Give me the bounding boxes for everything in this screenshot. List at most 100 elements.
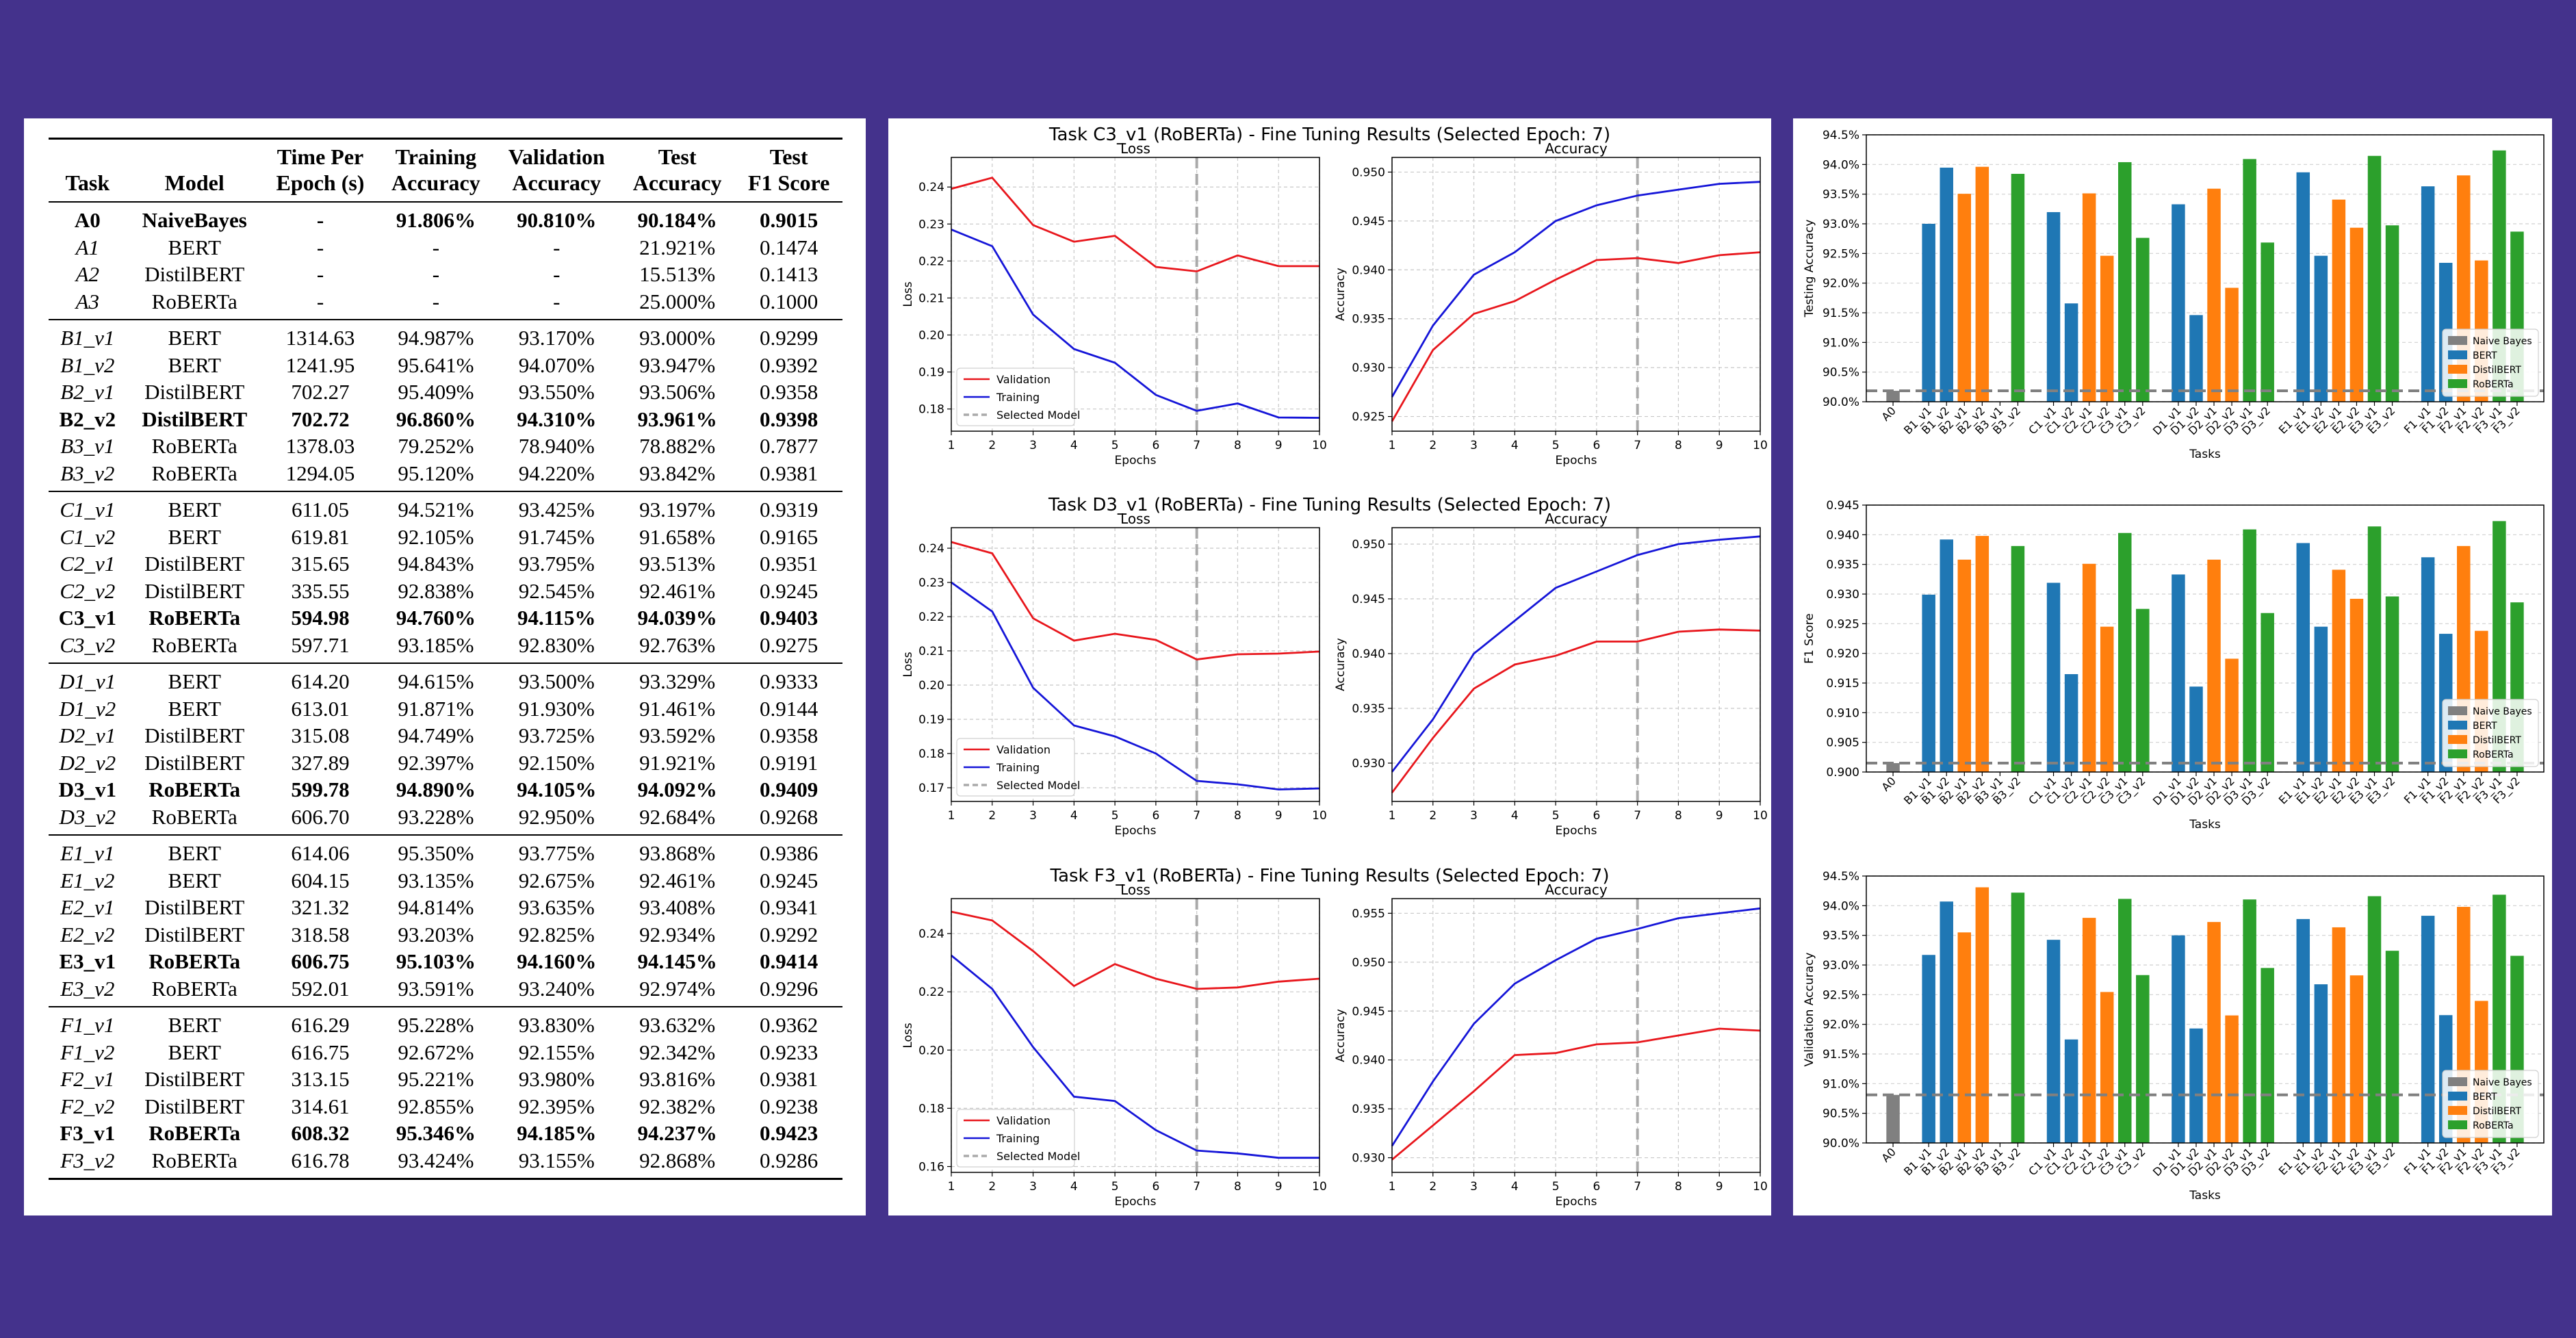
cell-f1: 0.9341 xyxy=(760,895,819,919)
cell-test: 93.632% xyxy=(639,1013,716,1037)
cell-model: NaiveBayes xyxy=(142,208,247,232)
x-tick-label: 7 xyxy=(1193,809,1200,823)
table-row: F1_v1 BERT 616.29 95.228% 93.830% 93.632% 0.93… xyxy=(49,1007,842,1039)
cell-val: 91.745% xyxy=(518,524,595,549)
bar-C2_v1 xyxy=(2082,918,2096,1143)
bar-C3_v1 xyxy=(2118,162,2132,402)
bar-C1_v1 xyxy=(2046,211,2061,402)
x-axis-label: Epochs xyxy=(1556,824,1597,838)
x-axis-label: Tasks xyxy=(2189,448,2221,461)
cell-model: RoBERTa xyxy=(151,804,237,829)
x-tick-label: 1 xyxy=(1389,809,1396,823)
series-line-training xyxy=(951,954,1319,1159)
cell-val: 94.185% xyxy=(517,1121,597,1145)
cell-train: 92.397% xyxy=(398,750,474,775)
y-axis-label: Accuracy xyxy=(1334,1009,1348,1062)
cell-train: 94.814% xyxy=(398,895,474,919)
y-axis-label: Loss xyxy=(901,652,915,677)
bar-chart: 90.0% 90.5% 91.0% 91.5% 92.0% 92.5% 93.0% 93.5%… xyxy=(1803,870,2545,1202)
legend-label: Selected Model xyxy=(996,779,1080,792)
bar-F1_v1 xyxy=(2421,916,2435,1143)
cell-time: 321.32 xyxy=(291,895,350,919)
cell-test: 91.461% xyxy=(639,696,716,721)
cell-time: 314.61 xyxy=(291,1094,350,1118)
y-tick-label: 0.23 xyxy=(918,576,944,590)
header-task: Task xyxy=(65,170,110,195)
cell-f1: 0.9144 xyxy=(760,696,819,721)
cell-task: B2_v2 xyxy=(59,407,116,431)
cell-train: 93.591% xyxy=(398,976,474,1001)
bar-D3_v2 xyxy=(2261,968,2274,1143)
cell-val: - xyxy=(553,289,561,313)
cell-train: 92.838% xyxy=(398,578,474,603)
bar-A0 xyxy=(1886,763,1900,772)
y-axis-label: Testing Accuracy xyxy=(1803,220,1816,318)
bar-B3_v2 xyxy=(2011,545,2025,772)
cell-test: 91.921% xyxy=(639,750,716,775)
cell-time: 1314.63 xyxy=(285,326,355,350)
cell-val: 94.160% xyxy=(517,949,597,973)
cell-model: BERT xyxy=(168,841,221,865)
cell-task: F3_v1 xyxy=(60,1121,116,1145)
bar-C3_v1 xyxy=(2118,532,2132,772)
bar-E2_v1 xyxy=(2332,569,2346,772)
bar-E3_v1 xyxy=(2367,896,2382,1143)
x-tick-label: 3 xyxy=(1470,1180,1478,1194)
cell-train: 94.843% xyxy=(398,552,474,576)
bar-C3_v2 xyxy=(2136,237,2150,402)
cell-time: - xyxy=(316,262,324,286)
cell-test: 92.763% xyxy=(639,632,716,657)
cell-time: 599.78 xyxy=(291,777,350,801)
cell-task: E3_v2 xyxy=(60,976,115,1001)
cell-test: 92.461% xyxy=(639,868,716,892)
cell-model: BERT xyxy=(168,498,221,522)
cell-task: E3_v1 xyxy=(59,949,116,973)
x-tick-label: 3 xyxy=(1470,439,1478,452)
legend-label: Training xyxy=(996,391,1040,404)
header-test-f1: Test F1 Score xyxy=(747,144,830,195)
cell-test: 94.145% xyxy=(637,949,717,973)
y-tick-label: 0.935 xyxy=(1352,313,1385,326)
plot-frame xyxy=(951,157,1320,432)
cell-time: 1241.95 xyxy=(285,352,355,377)
x-tick-label: 10 xyxy=(1753,439,1768,452)
bar-C2_v1 xyxy=(2082,193,2096,402)
cell-val: 94.310% xyxy=(517,407,597,431)
bar-D1_v2 xyxy=(2189,1028,2203,1143)
cell-task: A1 xyxy=(75,235,100,259)
cell-task: C1_v1 xyxy=(60,498,116,522)
bar-D1_v2 xyxy=(2189,686,2203,772)
y-tick-label: 0.940 xyxy=(1826,528,1859,542)
table-row: A0 NaiveBayes - 91.806% 90.810% 90.184% 0.9015 xyxy=(49,202,842,234)
cell-model: BERT xyxy=(168,235,221,259)
loss-subplot: Loss 1 2 3 4 5 6 7 8 9 10 0.16 0.18 0.20 0.22 0.24 Epoch… xyxy=(901,882,1327,1209)
x-tick-label: A0 xyxy=(1879,1145,1898,1164)
table-row: A3 RoBERTa - - - 25.000% 0.1000 xyxy=(49,288,842,320)
cell-test: 94.039% xyxy=(637,606,717,630)
cell-f1: 0.9296 xyxy=(760,976,819,1001)
bar-E1_v1 xyxy=(2296,918,2310,1143)
cell-time: 313.15 xyxy=(291,1067,350,1091)
cell-model: DistilBERT xyxy=(144,922,245,947)
cell-test: 94.092% xyxy=(637,777,717,801)
cell-time: 619.81 xyxy=(291,524,350,549)
cell-f1: 0.9191 xyxy=(760,750,819,775)
y-tick-label: 90.0% xyxy=(1822,1137,1859,1150)
header-validation-accuracy: Validation Accuracy xyxy=(508,144,605,195)
cell-time: 606.75 xyxy=(291,949,350,973)
x-tick-label: 1 xyxy=(1389,1180,1396,1194)
x-tick-label: 10 xyxy=(1753,809,1768,823)
bar-D1_v2 xyxy=(2189,315,2203,402)
legend-label: BERT xyxy=(2473,721,2497,732)
cell-time: 604.15 xyxy=(291,868,350,892)
cell-f1: 0.9245 xyxy=(760,868,819,892)
cell-time: 315.65 xyxy=(291,552,350,576)
cell-val: 94.220% xyxy=(518,461,595,485)
y-tick-label: 0.22 xyxy=(918,610,944,624)
y-tick-label: 0.910 xyxy=(1826,706,1859,720)
legend-swatch xyxy=(2448,1120,2467,1129)
bar-D2_v1 xyxy=(2207,188,2221,402)
cell-test: 93.816% xyxy=(639,1067,716,1091)
bar-B2_v1 xyxy=(1957,559,1972,772)
x-tick-label: 10 xyxy=(1312,439,1327,452)
